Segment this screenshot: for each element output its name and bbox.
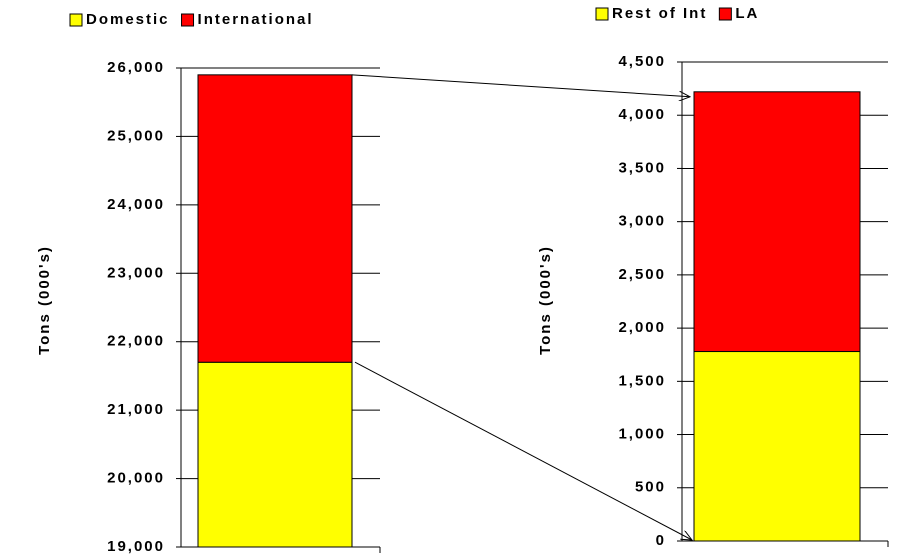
legend-swatch	[718, 7, 732, 21]
bar-segment	[693, 351, 861, 542]
y-tick-label: 1,000	[618, 426, 666, 443]
connector-arrow	[351, 74, 690, 97]
y-tick-label: 24,000	[107, 196, 165, 213]
bar-segment	[197, 74, 353, 363]
y-tick-label: 4,000	[618, 106, 666, 123]
y-tick-label: 2,500	[618, 266, 666, 283]
bar-segment	[197, 361, 353, 548]
legend-swatch	[181, 13, 195, 27]
y-tick-label: 23,000	[107, 264, 165, 281]
y-tick-label: 500	[635, 479, 666, 496]
connector-arrow	[354, 361, 692, 540]
y-tick-label: 22,000	[107, 333, 165, 350]
y-tick-label: 19,000	[107, 538, 165, 555]
y-axis-title: Tons (000's)	[537, 245, 554, 355]
y-tick-label: 20,000	[107, 470, 165, 487]
y-tick-label: 4,500	[618, 53, 666, 70]
legend-label: International	[198, 11, 314, 28]
legend-swatch	[595, 7, 609, 21]
legend-label: Rest of Int	[612, 5, 707, 22]
legend-label: LA	[735, 5, 759, 22]
y-tick-label: 26,000	[107, 59, 165, 76]
y-tick-label: 3,500	[618, 159, 666, 176]
y-tick-label: 25,000	[107, 127, 165, 144]
legend-label: Domestic	[86, 11, 170, 28]
y-tick-label: 3,000	[618, 213, 666, 230]
y-tick-label: 0	[656, 532, 666, 549]
legend-swatch	[69, 13, 83, 27]
y-tick-label: 21,000	[107, 401, 165, 418]
y-tick-label: 2,000	[618, 319, 666, 336]
y-tick-label: 1,500	[618, 372, 666, 389]
y-axis-title: Tons (000's)	[36, 245, 53, 355]
bar-segment	[693, 91, 861, 353]
